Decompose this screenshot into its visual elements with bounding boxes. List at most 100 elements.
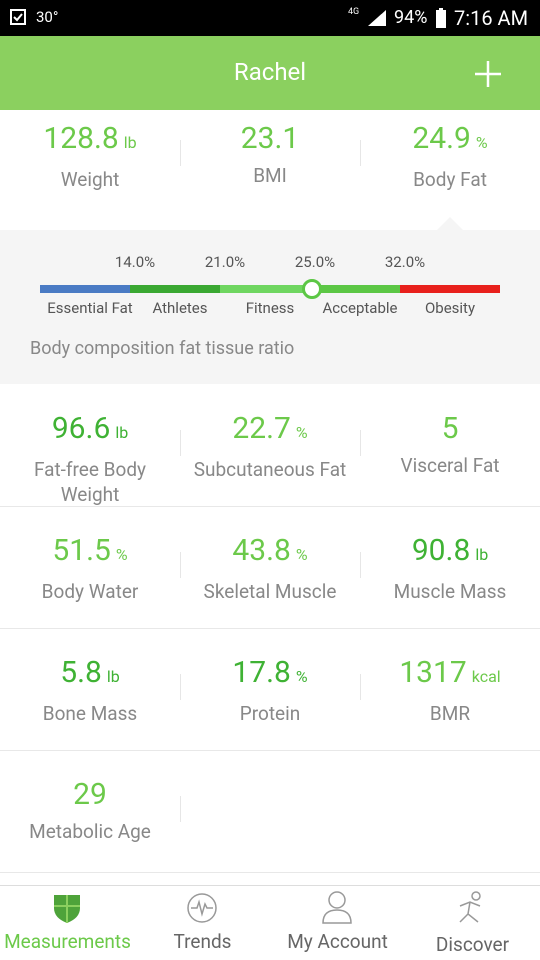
metric-unit: lb (475, 545, 489, 564)
row-divider (0, 628, 540, 629)
tab-icon (322, 891, 352, 924)
metric: 5.8 lb Bone Mass (0, 655, 180, 726)
separator (180, 430, 181, 456)
metric: 43.8% Skeletal Muscle (180, 533, 360, 604)
signal-icon (368, 10, 386, 26)
metric-value: 5 (441, 411, 459, 446)
metric-unit: kcal (471, 667, 501, 686)
tab[interactable]: My Account (287, 930, 388, 953)
metric-unit: lb (123, 133, 137, 152)
check-icon (10, 9, 26, 25)
metric-value-row: 51.5% (0, 533, 180, 573)
metric-value: 90.8 (411, 533, 471, 568)
metric-value-row: 96.6 lb (0, 411, 180, 451)
metric-value: 51.5 (52, 533, 111, 568)
metric-value-row: 90.8 lb (360, 533, 540, 573)
metric: 23.1 BMI (180, 121, 360, 188)
metric-label: Weight (60, 168, 120, 191)
separator (360, 552, 361, 578)
metric-value-row: 43.8% (180, 533, 360, 573)
metric-value-row: 1317 kcal (360, 655, 540, 695)
tab-divider (0, 885, 540, 886)
header: Rachel (0, 36, 540, 110)
row-divider (0, 506, 540, 507)
fat-scale (40, 279, 500, 299)
metric-value: 1317 (399, 655, 467, 690)
threshold-label: 21.0% (204, 253, 246, 271)
metric-value-row: 23.1 (180, 121, 360, 157)
add-button[interactable] (474, 60, 502, 88)
metric: 90.8 lb Muscle Mass (360, 533, 540, 604)
threshold-label: 32.0% (384, 253, 426, 271)
metric-value-row: 128.8 lb (0, 121, 180, 161)
temperature: 30° (36, 8, 59, 26)
zone-label: Fitness (245, 299, 295, 317)
header-title: Rachel (233, 58, 307, 86)
row-divider (0, 750, 540, 751)
metric-unit: % (295, 545, 308, 564)
metric-value: 24.9 (412, 121, 471, 156)
metric: 128.8 lb Weight (0, 121, 180, 192)
metric-label: BMI (253, 164, 287, 187)
metric-unit: % (475, 133, 488, 152)
tab-icon (54, 895, 80, 923)
separator (360, 430, 361, 456)
metric-label: BMR (429, 702, 471, 725)
metric-value-row: 29 (0, 777, 180, 813)
metric-value-row: 5 (360, 411, 540, 447)
threshold-label: 14.0% (114, 253, 156, 271)
metric-value: 96.6 (51, 411, 111, 446)
metric: 5 Visceral Fat (360, 411, 540, 478)
metric: 96.6 lb Fat-free Body Weight (0, 411, 180, 507)
clock: 7:16 AM (454, 6, 529, 30)
battery-icon (436, 8, 446, 28)
scale-caption: Body composition fat tissue ratio (30, 338, 295, 359)
status-bar: 30° 4G 94% 7:16 AM (0, 0, 540, 36)
metric-value: 29 (73, 777, 107, 812)
metric-label: Skeletal Muscle (203, 580, 337, 603)
metric: 17.8% Protein (180, 655, 360, 726)
threshold-label: 25.0% (294, 253, 336, 271)
metric-label: Muscle Mass (393, 580, 507, 603)
row-divider (0, 872, 540, 873)
battery: 94% (394, 7, 428, 28)
metric-label: Body Water (41, 580, 139, 603)
metric-unit: % (295, 423, 308, 442)
tab[interactable]: Measurements (4, 930, 131, 953)
metric-unit: lb (106, 667, 120, 686)
separator (180, 140, 181, 166)
separator (180, 674, 181, 700)
metric: 1317 kcal BMR (360, 655, 540, 726)
metric-label: Body Fat (413, 168, 487, 191)
separator (360, 674, 361, 700)
pointer (436, 217, 464, 231)
separator (180, 552, 181, 578)
metric-value-row: 24.9% (360, 121, 540, 161)
metric-unit: % (115, 545, 128, 564)
metric-label: Subcutaneous Fat (193, 458, 347, 481)
metric: 24.9% Body Fat (360, 121, 540, 192)
tab[interactable]: Trends (173, 930, 232, 953)
metric-label: Fat-free Body Weight (33, 458, 147, 506)
zone-label: Athletes (152, 299, 208, 317)
tab-icon (187, 893, 217, 923)
metric-value-row: 17.8% (180, 655, 360, 695)
tab[interactable]: Discover (435, 933, 510, 956)
metric-unit: lb (115, 423, 129, 442)
metric-value: 5.8 (60, 655, 102, 690)
separator (180, 796, 181, 822)
tab-icon (459, 891, 481, 923)
metric-value: 128.8 (43, 121, 119, 156)
metric-value: 43.8 (232, 533, 291, 568)
metric: 51.5% Body Water (0, 533, 180, 604)
metric-value-row: 22.7% (180, 411, 360, 451)
separator (360, 140, 361, 166)
metric-value: 22.7 (232, 411, 291, 446)
body-fat-panel: Body composition fat tissue ratio (0, 230, 540, 384)
metric-label: Bone Mass (42, 702, 138, 725)
metric-label: Visceral Fat (400, 454, 500, 477)
zone-label: Essential Fat (47, 299, 133, 317)
zone-label: Acceptable (322, 299, 398, 317)
zone-label: Obesity (424, 299, 476, 317)
